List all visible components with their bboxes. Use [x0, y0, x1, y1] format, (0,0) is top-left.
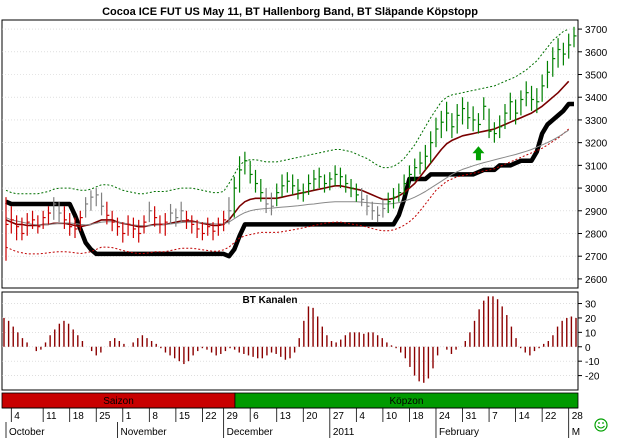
month-label: 2011 [333, 427, 355, 438]
indicator-tick-label: -10 [585, 357, 600, 368]
day-label: 31 [466, 411, 478, 422]
day-label: 1 [126, 411, 132, 422]
price-tick-label: 3500 [585, 71, 608, 82]
month-label: M [572, 427, 580, 438]
month-label: October [9, 427, 45, 438]
buy-arrow-icon [472, 146, 485, 161]
average-grey-line [5, 129, 569, 227]
day-label: 8 [152, 411, 158, 422]
indicator-frame [1, 291, 579, 391]
price-tick-label: 2900 [585, 207, 608, 218]
band-upper-line [5, 28, 569, 195]
day-label: 13 [280, 411, 292, 422]
month-label: December [227, 427, 274, 438]
indicator-title: BT Kanalen [242, 295, 297, 306]
indicator-tick-label: 30 [585, 300, 597, 311]
indicator-tick-label: 0 [585, 343, 591, 354]
x-axis: 4 11 18 25 1 8 15 22 29 6 13 20 27 4 10 18 24 31 7 14 22 28Oc… [2, 407, 584, 438]
day-label: 14 [519, 411, 531, 422]
price-tick-label: 2700 [585, 252, 608, 263]
indicator-tick-label: -20 [585, 372, 600, 383]
day-label: 18 [412, 411, 424, 422]
smiley-logo-icon [594, 418, 608, 432]
day-label: 22 [545, 411, 557, 422]
price-tick-label: 3000 [585, 184, 608, 195]
chart-title: Cocoa ICE FUT US May 11, BT Hallenborg B… [102, 6, 478, 18]
zone-bar: Saizon Köpzon [1, 392, 579, 409]
band-lower-line [5, 128, 570, 255]
day-label: 4 [359, 411, 365, 422]
band-middle-line [5, 80, 570, 228]
price-tick-label: 3400 [585, 93, 608, 104]
price-panel: 2600 2700 2800 2900 3000 3100 3200 3300 3400 3500… [1, 19, 608, 289]
day-label: 27 [333, 411, 345, 422]
price-tick-label: 3300 [585, 116, 608, 127]
day-label: 7 [492, 411, 498, 422]
month-label: February [439, 427, 479, 438]
indicator-tick-label: 20 [585, 314, 597, 325]
price-tick-label: 3200 [585, 139, 608, 150]
day-label: 22 [205, 411, 217, 422]
price-tick-label: 2800 [585, 229, 608, 240]
price-tick-label: 3600 [585, 48, 608, 59]
day-label: 10 [386, 411, 398, 422]
day-label: 24 [439, 411, 451, 422]
day-label: 28 [572, 411, 584, 422]
price-frame [1, 19, 579, 289]
saizon-label: Saizon [103, 396, 134, 407]
indicator-panel: -20 -10 0 10 20 30 BT Kanalen [1, 291, 600, 391]
day-label: 6 [253, 411, 259, 422]
day-label: 11 [46, 411, 57, 422]
kopzon-label: Köpzon [390, 396, 424, 407]
month-label: November [120, 427, 167, 438]
price-tick-label: 3700 [585, 25, 608, 36]
day-label: 20 [306, 411, 318, 422]
day-label: 29 [227, 411, 239, 422]
price-tick-label: 2600 [585, 275, 608, 286]
price-tick-label: 3100 [585, 161, 608, 172]
day-label: 18 [73, 411, 85, 422]
day-label: 25 [99, 411, 111, 422]
day-label: 15 [179, 411, 191, 422]
day-label: 4 [14, 411, 20, 422]
indicator-tick-label: 10 [585, 328, 597, 339]
